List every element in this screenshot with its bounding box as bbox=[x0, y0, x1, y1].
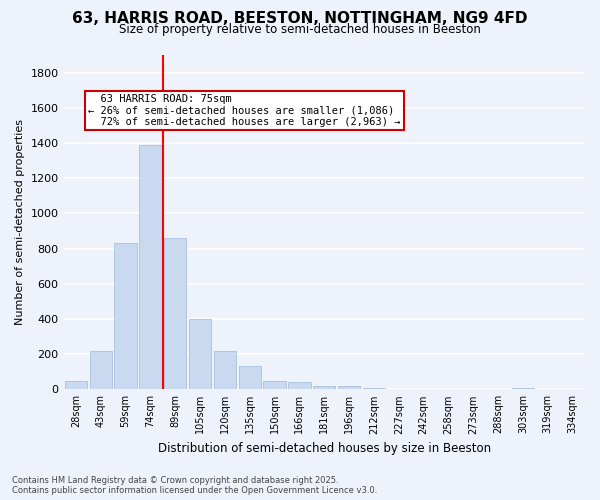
Y-axis label: Number of semi-detached properties: Number of semi-detached properties bbox=[15, 119, 25, 325]
Text: 63 HARRIS ROAD: 75sqm
← 26% of semi-detached houses are smaller (1,086)
  72% of: 63 HARRIS ROAD: 75sqm ← 26% of semi-deta… bbox=[88, 94, 401, 127]
Bar bbox=[214, 350, 236, 390]
Bar bbox=[115, 244, 137, 390]
Bar bbox=[65, 380, 87, 390]
Bar bbox=[263, 380, 286, 390]
Bar bbox=[288, 382, 311, 390]
Bar bbox=[139, 144, 161, 390]
Bar bbox=[239, 366, 261, 390]
Text: 63, HARRIS ROAD, BEESTON, NOTTINGHAM, NG9 4FD: 63, HARRIS ROAD, BEESTON, NOTTINGHAM, NG… bbox=[72, 11, 528, 26]
Text: Size of property relative to semi-detached houses in Beeston: Size of property relative to semi-detach… bbox=[119, 22, 481, 36]
Bar bbox=[164, 238, 187, 390]
Bar bbox=[363, 388, 385, 390]
Bar bbox=[338, 386, 360, 390]
Bar bbox=[89, 350, 112, 390]
Bar bbox=[512, 388, 534, 390]
Bar bbox=[189, 319, 211, 390]
Bar bbox=[313, 386, 335, 390]
X-axis label: Distribution of semi-detached houses by size in Beeston: Distribution of semi-detached houses by … bbox=[158, 442, 491, 455]
Text: Contains HM Land Registry data © Crown copyright and database right 2025.
Contai: Contains HM Land Registry data © Crown c… bbox=[12, 476, 377, 495]
